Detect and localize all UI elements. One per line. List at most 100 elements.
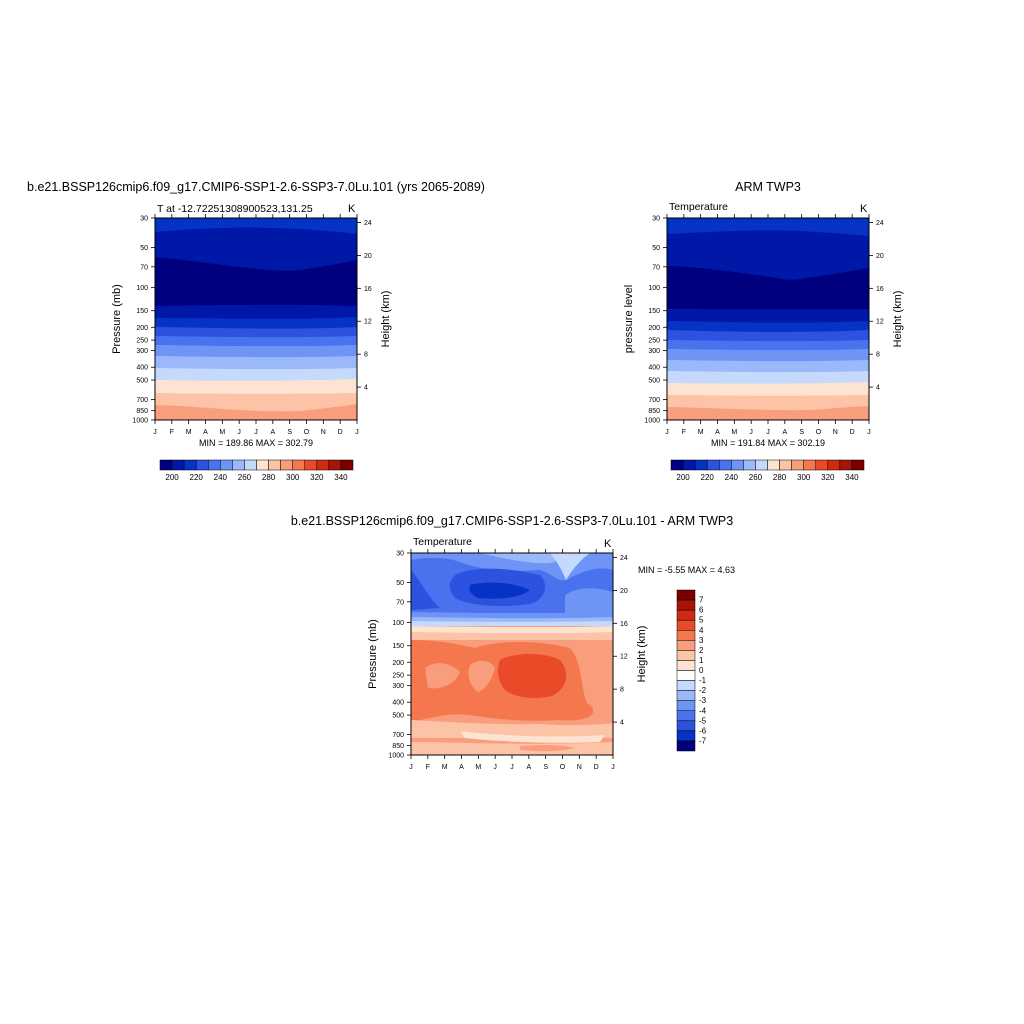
colorbar-swatch (694, 459, 708, 471)
y-tick-label: 150 (648, 308, 660, 315)
colorbar-label: 320 (821, 473, 835, 482)
colorbar-swatch (676, 740, 696, 752)
y-tick-label: 700 (392, 732, 404, 739)
colorbar-swatch (827, 459, 841, 471)
panel-units-label: K (348, 203, 356, 215)
colorbar-swatch (268, 459, 281, 471)
y-tick-label: 300 (648, 348, 660, 355)
colorbar: 200 220 240 260 280 300 320 340 (670, 459, 865, 482)
y-tick-label: 250 (648, 338, 660, 345)
x-tick-label: S (543, 764, 548, 771)
minmax-label: MIN = -5.55 MAX = 4.63 (638, 565, 735, 575)
y-tick-label: 850 (648, 408, 660, 415)
x-tick-label: M (475, 764, 481, 771)
colorbar-swatch (676, 670, 696, 681)
colorbar-label: -3 (699, 696, 707, 705)
y-tick-label: 70 (140, 264, 148, 271)
y-tick-label-right: 4 (620, 720, 624, 727)
colorbar-swatch (183, 459, 197, 471)
contour-field (667, 218, 869, 420)
y-tick-label-right: 20 (364, 253, 372, 260)
x-tick-label: F (426, 764, 430, 771)
x-tick-label: F (682, 429, 686, 436)
colorbar-swatch (676, 630, 696, 641)
panel-observations: ARM TWP3 Temperature K pressure level He… (623, 180, 904, 482)
y-tick-label: 1000 (132, 418, 148, 425)
y-tick-label: 400 (136, 365, 148, 372)
x-tick-label: J (867, 429, 871, 436)
panel-model: b.e21.BSSP126cmip6.f09_g17.CMIP6-SSP1-2.… (27, 180, 485, 482)
y-tick-label-right: 16 (620, 621, 628, 628)
y-tick-label: 150 (136, 308, 148, 315)
y-tick-label: 700 (648, 397, 660, 404)
x-tick-label: J (611, 764, 615, 771)
colorbar-swatch (676, 660, 696, 671)
panel-left-label: Temperature (413, 536, 472, 548)
panel-difference: b.e21.BSSP126cmip6.f09_g17.CMIP6-SSP1-2.… (291, 514, 735, 771)
colorbar-swatch (676, 609, 696, 621)
x-tick-label: J (493, 764, 497, 771)
x-tick-label: M (442, 764, 448, 771)
colorbar-label: -4 (699, 706, 707, 715)
colorbar-swatch (256, 459, 269, 471)
x-tick-label: J (510, 764, 514, 771)
colorbar-label: 5 (699, 616, 704, 625)
panel-left-label: Temperature (669, 201, 728, 213)
colorbar-label: 240 (725, 473, 739, 482)
x-tick-label: N (577, 764, 582, 771)
y-tick-label: 30 (140, 216, 148, 223)
y-tick-label: 250 (392, 673, 404, 680)
y-tick-label-right: 24 (620, 555, 628, 562)
y-tick-label: 200 (392, 660, 404, 667)
colorbar: 200 220 240 260 280 300 320 340 (159, 459, 354, 482)
x-tick-label: D (594, 764, 599, 771)
x-tick-label: J (766, 429, 770, 436)
colorbar-label: 260 (238, 473, 252, 482)
x-tick-label: O (560, 764, 566, 771)
colorbar-swatch (676, 619, 696, 631)
x-tick-label: M (731, 429, 737, 436)
colorbar-swatch (670, 459, 684, 471)
y-tick-label: 300 (392, 683, 404, 690)
colorbar-swatch (676, 599, 696, 611)
colorbar-swatch (676, 690, 696, 701)
x-tick-label: J (749, 429, 753, 436)
y-axis-label: Pressure (mb) (367, 619, 379, 689)
y-tick-label: 70 (396, 599, 404, 606)
x-tick-label: S (287, 429, 292, 436)
colorbar-swatch (340, 459, 354, 471)
y-tick-label: 500 (648, 378, 660, 385)
x-tick-label: A (782, 429, 787, 436)
axis-ticks: J F M A M J J A S O N D J 30 50 70 100 150 200 250 300 400 500… (388, 549, 628, 771)
colorbar-swatch (292, 459, 305, 471)
y-tick-label: 70 (652, 264, 660, 271)
x-tick-label: J (237, 429, 241, 436)
x-tick-label: S (799, 429, 804, 436)
colorbar-label: 260 (749, 473, 763, 482)
colorbar-swatch (682, 459, 696, 471)
x-tick-label: N (833, 429, 838, 436)
colorbar-swatch (676, 640, 696, 651)
y-tick-label: 100 (648, 285, 660, 292)
colorbar-swatch (815, 459, 829, 471)
colorbar-swatch (779, 459, 792, 471)
y-tick-label: 850 (392, 743, 404, 750)
colorbar-label: 0 (699, 666, 704, 675)
y-tick-label: 50 (652, 245, 660, 252)
colorbar-swatch (171, 459, 185, 471)
y-axis-label: Pressure (mb) (111, 284, 123, 354)
y-axis-label-right: Height (km) (892, 291, 904, 348)
x-tick-label: M (698, 429, 704, 436)
y-axis-label: pressure level (623, 285, 635, 353)
colorbar-swatch (316, 459, 330, 471)
colorbar-swatch (208, 459, 221, 471)
panel-title: ARM TWP3 (735, 180, 801, 194)
colorbar-label: 240 (214, 473, 228, 482)
y-tick-label-right: 16 (364, 286, 372, 293)
x-tick-label: A (459, 764, 464, 771)
colorbar-label: 320 (310, 473, 324, 482)
y-tick-label: 100 (136, 285, 148, 292)
colorbar-swatch (676, 730, 696, 742)
